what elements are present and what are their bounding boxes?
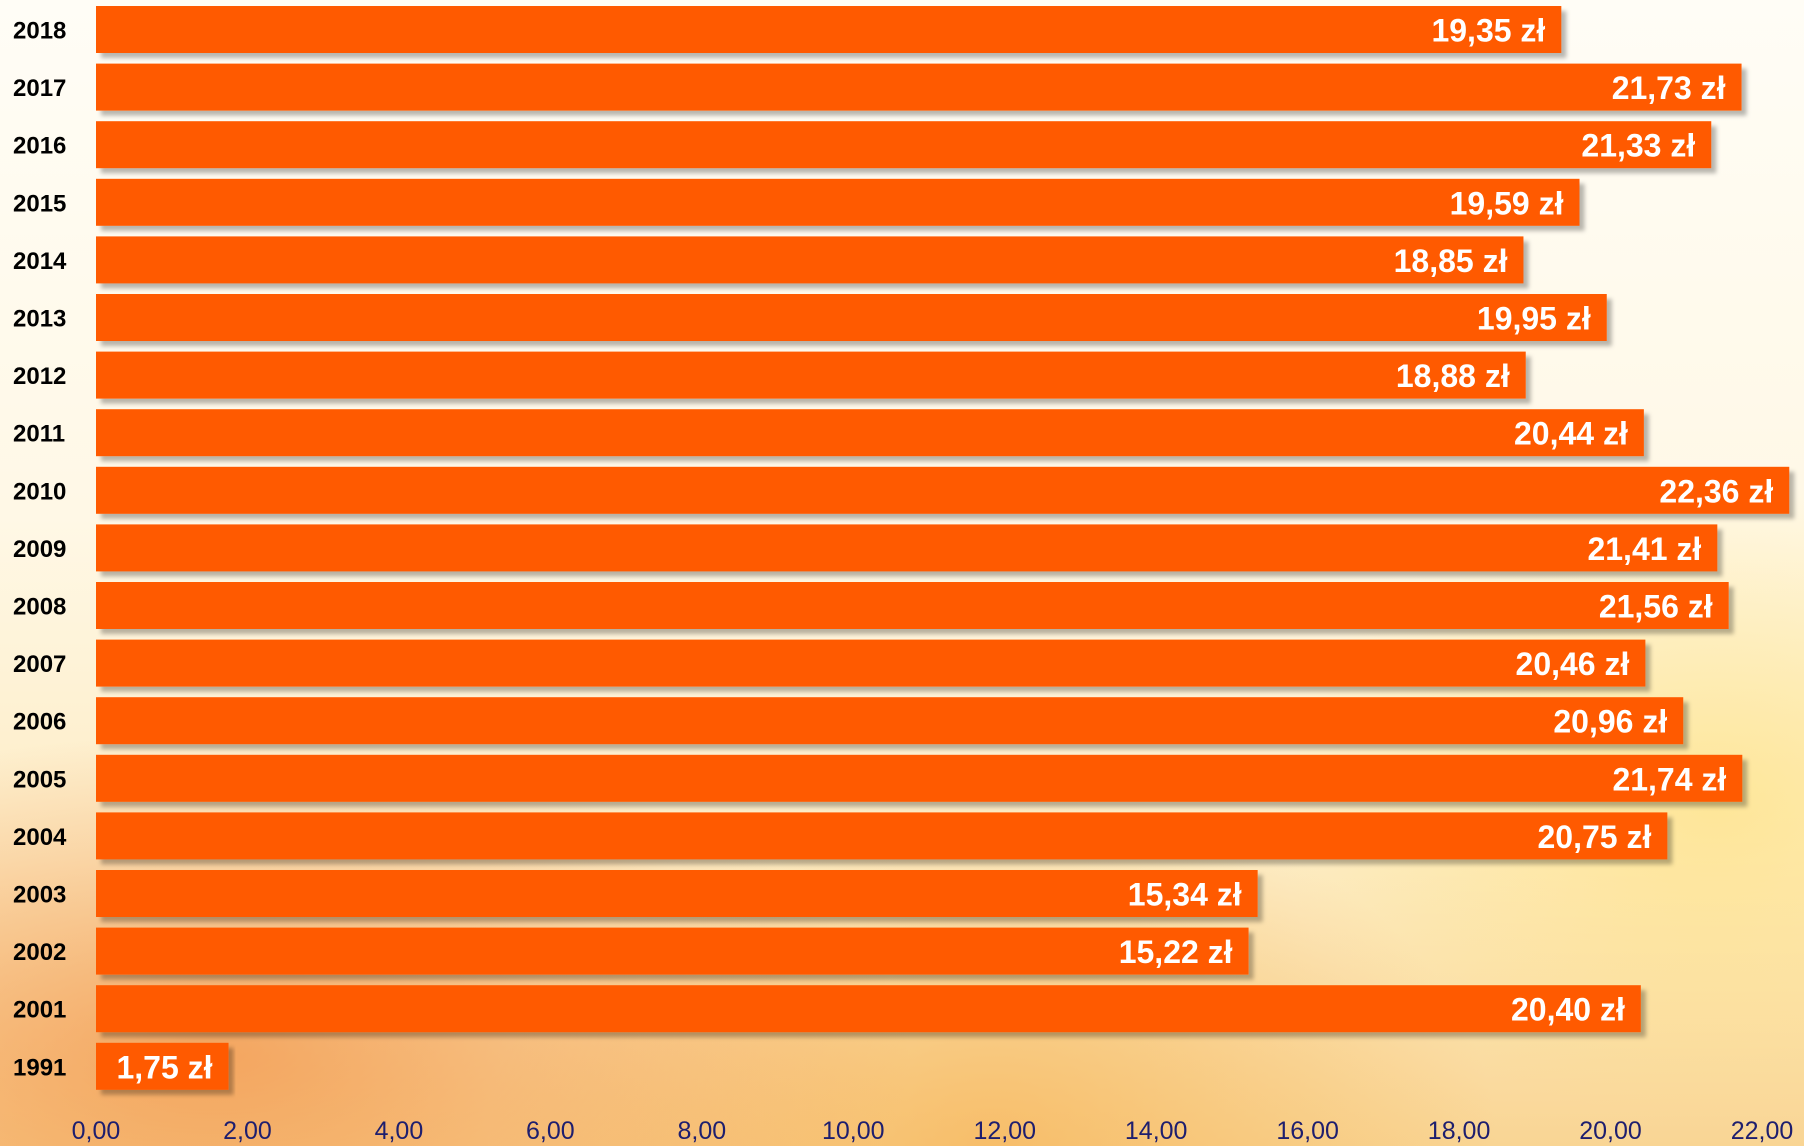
bar-2003 bbox=[96, 870, 1258, 917]
bar-2002 bbox=[96, 927, 1249, 975]
bar-2012 bbox=[96, 351, 1526, 399]
data-label-2009: 21,41 zł bbox=[1587, 531, 1701, 567]
category-label-2008: 2008 bbox=[13, 594, 66, 621]
data-label-2010: 22,36 zł bbox=[1659, 473, 1773, 509]
data-label-2017: 21,73 zł bbox=[1612, 70, 1726, 106]
category-label-1991: 1991 bbox=[13, 1054, 66, 1081]
x-tick-label: 18,00 bbox=[1428, 1117, 1491, 1145]
category-label-2009: 2009 bbox=[13, 536, 66, 563]
bar-2008 bbox=[96, 582, 1729, 629]
bar-2006 bbox=[96, 697, 1684, 745]
data-label-2005: 21,74 zł bbox=[1612, 761, 1726, 797]
category-label-2001: 2001 bbox=[13, 997, 66, 1024]
bar-2005 bbox=[96, 754, 1743, 802]
x-tick-label: 6,00 bbox=[526, 1117, 575, 1145]
data-label-2012: 18,88 zł bbox=[1396, 358, 1510, 394]
data-label-2008: 21,56 zł bbox=[1599, 589, 1713, 625]
bar-2017 bbox=[96, 63, 1742, 111]
x-tick-label: 4,00 bbox=[375, 1117, 424, 1145]
value-axis: 0,00 2,00 4,00 6,00 8,00 10,00 12,00 14,00 16,00… bbox=[72, 1117, 1794, 1145]
x-tick-label: 22,00 bbox=[1731, 1117, 1794, 1145]
category-axis: 2018 2017 2016 2015 2014 2013 2012 2011 2010 2009… bbox=[13, 18, 67, 1082]
category-label-2018: 2018 bbox=[13, 18, 66, 45]
category-label-2012: 2012 bbox=[13, 363, 66, 390]
data-label-2004: 20,75 zł bbox=[1537, 819, 1651, 855]
x-tick-label: 8,00 bbox=[677, 1117, 726, 1145]
category-label-2006: 2006 bbox=[13, 709, 66, 736]
data-labels: 19,35 zł 21,73 zł 21,33 zł 19,59 zł 18,85 zł… bbox=[116, 13, 1773, 1086]
bar-series bbox=[96, 6, 1790, 1090]
bar-2018 bbox=[96, 6, 1562, 53]
bar-2015 bbox=[96, 178, 1580, 226]
data-label-2018: 19,35 zł bbox=[1431, 13, 1545, 49]
category-label-2016: 2016 bbox=[13, 133, 66, 160]
x-tick-label: 16,00 bbox=[1276, 1117, 1339, 1145]
category-label-2013: 2013 bbox=[13, 306, 66, 333]
category-label-2011: 2011 bbox=[13, 421, 65, 448]
category-label-2015: 2015 bbox=[13, 190, 66, 217]
bar-2016 bbox=[96, 121, 1712, 169]
x-tick-label: 14,00 bbox=[1125, 1117, 1188, 1145]
bar-2011 bbox=[96, 409, 1644, 457]
data-label-1991: 1,75 zł bbox=[116, 1049, 212, 1085]
x-tick-label: 0,00 bbox=[72, 1117, 121, 1145]
category-label-2014: 2014 bbox=[13, 248, 67, 275]
bar-2010 bbox=[96, 466, 1790, 514]
data-label-2001: 20,40 zł bbox=[1511, 992, 1625, 1028]
bar-2004 bbox=[96, 812, 1668, 860]
data-label-2003: 15,34 zł bbox=[1128, 877, 1242, 913]
data-label-2015: 19,59 zł bbox=[1450, 185, 1564, 221]
data-label-2007: 20,46 zł bbox=[1516, 646, 1630, 682]
category-label-2002: 2002 bbox=[13, 939, 66, 966]
x-tick-label: 12,00 bbox=[973, 1117, 1036, 1145]
bar-2007 bbox=[96, 639, 1646, 687]
bar-2013 bbox=[96, 294, 1607, 341]
category-label-2004: 2004 bbox=[13, 824, 67, 851]
data-label-2011: 20,44 zł bbox=[1514, 416, 1628, 452]
x-tick-label: 2,00 bbox=[223, 1117, 272, 1145]
data-label-2014: 18,85 zł bbox=[1394, 243, 1508, 279]
data-label-2016: 21,33 zł bbox=[1581, 128, 1695, 164]
category-label-2007: 2007 bbox=[13, 651, 66, 678]
category-label-2005: 2005 bbox=[13, 766, 66, 793]
bar-2014 bbox=[96, 236, 1524, 284]
data-label-2002: 15,22 zł bbox=[1119, 934, 1233, 970]
category-label-2017: 2017 bbox=[13, 75, 66, 102]
data-label-2013: 19,95 zł bbox=[1477, 301, 1591, 337]
bar-1991 bbox=[96, 1042, 229, 1090]
bar-2001 bbox=[96, 985, 1641, 1033]
data-label-2006: 20,96 zł bbox=[1553, 704, 1667, 740]
bar-2009 bbox=[96, 524, 1718, 572]
category-label-2003: 2003 bbox=[13, 882, 66, 909]
x-tick-label: 10,00 bbox=[822, 1117, 885, 1145]
x-tick-label: 20,00 bbox=[1579, 1117, 1642, 1145]
category-label-2010: 2010 bbox=[13, 478, 66, 505]
